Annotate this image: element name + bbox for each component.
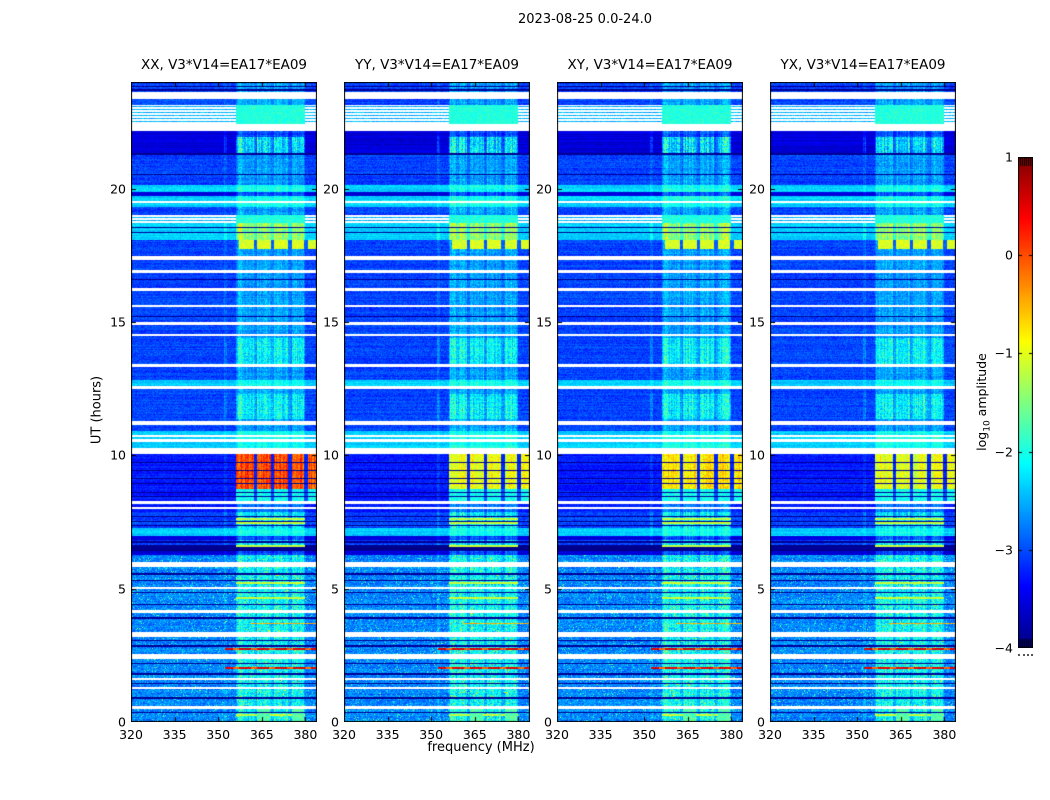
spectrogram-yx	[770, 82, 956, 722]
cbar-tick-label: −4	[994, 640, 1013, 656]
y-tick-label: 20	[110, 181, 126, 197]
x-tick-label: 380	[932, 727, 957, 742]
x-tick-label: 350	[632, 727, 657, 742]
x-tick-label: 365	[675, 727, 700, 742]
x-tick-label: 335	[801, 727, 826, 742]
x-tick-label: 350	[206, 727, 231, 742]
x-tick-label: 335	[162, 727, 187, 742]
cbar-tick-label: −2	[994, 444, 1013, 460]
panel-title-xx: XX, V3*V14=EA17*EA09	[140, 57, 308, 73]
panel-title-yx: YX, V3*V14=EA17*EA09	[780, 57, 946, 73]
y-tick-label: 20	[536, 181, 552, 197]
panel-title-yy: YY, V3*V14=EA17*EA09	[354, 57, 520, 73]
y-tick-label: 15	[110, 314, 126, 330]
y-tick-label: 20	[323, 181, 339, 197]
cbar-tick-label: 0	[1005, 247, 1013, 263]
colorbar-label-suffix: amplitude	[973, 353, 989, 421]
y-tick-label: 0	[544, 714, 552, 730]
cbar-tick-label: −1	[994, 345, 1013, 361]
x-tick-label: 350	[845, 727, 870, 742]
y-tick-label: 0	[331, 714, 339, 730]
y-tick-label: 10	[749, 447, 765, 463]
y-tick-label: 0	[757, 714, 765, 730]
x-tick-label: 350	[419, 727, 444, 742]
colorbar-gradient	[1018, 157, 1033, 648]
x-tick-label: 320	[758, 727, 782, 742]
panel-title-xy: XY, V3*V14=EA17*EA09	[567, 57, 733, 73]
colorbar-label-subscript: 10	[982, 420, 993, 432]
x-tick-label: 335	[375, 727, 400, 742]
colorbar-end-dots	[1018, 654, 1033, 656]
colorbar-label-prefix: log	[973, 431, 989, 451]
y-tick-label: 10	[536, 447, 552, 463]
x-tick-label: 335	[588, 727, 613, 742]
figure-title: 2023-08-25 0.0-24.0	[518, 12, 652, 27]
y-tick-label: 15	[323, 314, 339, 330]
x-axis-label: frequency (MHz)	[427, 740, 535, 755]
x-tick-label: 365	[462, 727, 487, 742]
y-tick-label: 15	[749, 314, 765, 330]
x-tick-label: 380	[506, 727, 531, 742]
x-tick-label: 365	[888, 727, 913, 742]
x-tick-label: 320	[332, 727, 356, 742]
colorbar-label: log10 amplitude	[974, 353, 993, 451]
y-tick-label: 15	[536, 314, 552, 330]
y-tick-label: 5	[118, 581, 126, 597]
spectrogram-xy	[557, 82, 743, 722]
y-tick-label: 10	[323, 447, 339, 463]
x-tick-label: 380	[293, 727, 318, 742]
y-tick-label: 10	[110, 447, 126, 463]
y-tick-label: 5	[757, 581, 765, 597]
x-tick-label: 365	[249, 727, 274, 742]
y-tick-label: 20	[749, 181, 765, 197]
y-axis-label: UT (hours)	[89, 375, 105, 445]
spectrogram-xx	[131, 82, 317, 722]
cbar-tick-label: 1	[1005, 149, 1013, 165]
cbar-tick-label: −3	[994, 542, 1013, 558]
x-tick-label: 380	[719, 727, 744, 742]
x-tick-label: 320	[119, 727, 143, 742]
y-tick-label: 5	[544, 581, 552, 597]
y-tick-label: 0	[118, 714, 126, 730]
spectrogram-yy	[344, 82, 530, 722]
y-tick-label: 5	[331, 581, 339, 597]
x-tick-label: 320	[545, 727, 569, 742]
